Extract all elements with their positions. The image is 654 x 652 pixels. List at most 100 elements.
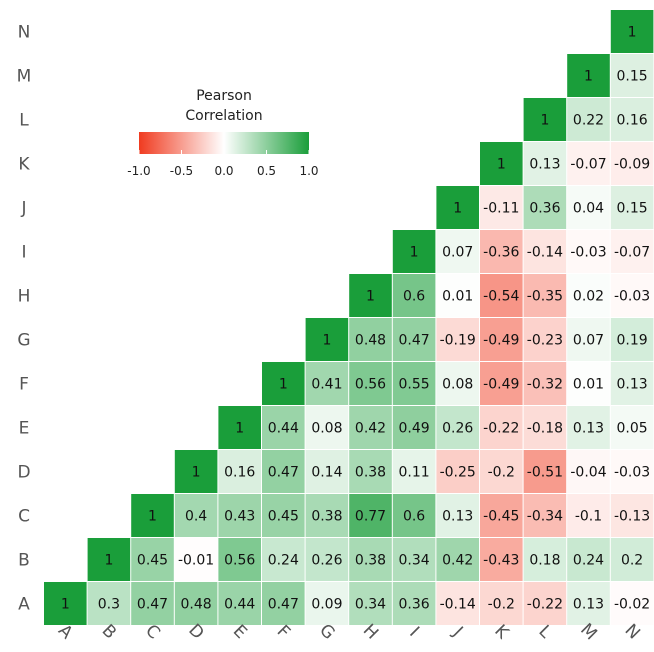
heatmap-cell-C-N <box>610 494 654 537</box>
cell-value-F-G: 0.41 <box>311 377 342 393</box>
cell-value-D-D: 1 <box>192 465 201 481</box>
y-tick-K: K <box>18 155 30 175</box>
heatmap-cell-H-I <box>392 274 436 317</box>
y-tick-F: F <box>19 375 29 395</box>
cell-value-B-M: 0.24 <box>573 553 604 569</box>
heatmap-cell-H-J <box>436 274 479 317</box>
heatmap-cell-F-H <box>349 362 392 405</box>
heatmap-cell-M-N <box>610 54 654 97</box>
heatmap-cell-E-H <box>349 406 392 449</box>
cell-value-D-E: 0.16 <box>224 465 255 481</box>
cell-value-M-N: 0.15 <box>617 69 648 85</box>
cell-value-B-C: 0.45 <box>137 553 168 569</box>
heatmap-cell-F-N <box>610 362 654 405</box>
cell-value-B-N: 0.2 <box>621 553 643 569</box>
heatmap-cell-A-E <box>218 582 261 625</box>
cell-value-E-N: 0.05 <box>617 421 648 437</box>
cell-value-K-K: 1 <box>497 157 506 173</box>
heatmap-cell-I-L <box>523 230 567 273</box>
heatmap-cell-H-N <box>610 274 654 317</box>
cell-value-E-E: 1 <box>235 421 244 437</box>
heatmap-cell-A-L <box>523 582 567 625</box>
legend-tick-label: 0.5 <box>257 164 276 178</box>
cell-value-C-F: 0.45 <box>268 509 299 525</box>
cell-value-B-K: -0.43 <box>483 553 519 569</box>
cell-value-A-B: 0.3 <box>98 597 120 613</box>
cell-value-D-F: 0.47 <box>268 465 299 481</box>
heatmap-cell-A-M <box>567 582 610 625</box>
legend-tick-label: -1.0 <box>127 164 150 178</box>
heatmap-cell-F-F <box>262 362 305 405</box>
heatmap-cell-J-K <box>480 186 523 229</box>
cell-value-C-E: 0.43 <box>224 509 255 525</box>
cell-value-K-L: 0.13 <box>529 157 560 173</box>
legend-ticks: -1.0 -0.5 0.0 0.5 1.0 <box>127 150 319 178</box>
cell-value-A-A: 1 <box>61 597 70 613</box>
heatmap-cell-C-F <box>262 494 305 537</box>
heatmap-cell-C-J <box>436 494 479 537</box>
heatmap-cell-F-K <box>480 362 523 405</box>
heatmap-cell-D-J <box>436 450 479 493</box>
heatmap-cell-E-I <box>392 406 436 449</box>
cell-value-A-E: 0.44 <box>224 597 255 613</box>
cell-value-C-I: 0.6 <box>403 509 425 525</box>
heatmap-cell-E-M <box>567 406 610 449</box>
heatmap-cell-K-N <box>610 142 654 185</box>
cell-value-E-F: 0.44 <box>268 421 299 437</box>
cell-value-D-K: -0.2 <box>488 465 515 481</box>
y-tick-A: A <box>18 595 30 615</box>
cell-value-K-N: -0.09 <box>614 157 650 173</box>
cell-value-E-G: 0.08 <box>311 421 342 437</box>
heatmap-cell-G-J <box>436 318 479 361</box>
heatmap-cell-I-K <box>480 230 523 273</box>
heatmap-cell-B-F <box>262 538 305 581</box>
cell-value-E-I: 0.49 <box>399 421 430 437</box>
cell-value-F-K: -0.49 <box>483 377 519 393</box>
heatmap-cell-B-K <box>480 538 523 581</box>
cell-value-I-N: -0.07 <box>614 245 650 261</box>
legend-tick-label: -0.5 <box>170 164 193 178</box>
heatmap-cell-B-I <box>392 538 436 581</box>
heatmap-cell-J-M <box>567 186 610 229</box>
cell-value-A-J: -0.14 <box>440 597 476 613</box>
heatmap-cell-K-K <box>480 142 523 185</box>
cell-value-C-J: 0.13 <box>442 509 473 525</box>
cell-value-E-H: 0.42 <box>355 421 386 437</box>
heatmap-cell-G-L <box>523 318 567 361</box>
heatmap-cell-A-H <box>349 582 392 625</box>
heatmap-cell-G-H <box>349 318 392 361</box>
heatmap-cell-C-C <box>131 494 174 537</box>
cell-value-D-H: 0.38 <box>355 465 386 481</box>
heatmap-cell-C-K <box>480 494 523 537</box>
heatmap-cell-D-F <box>262 450 305 493</box>
cell-value-A-N: -0.02 <box>614 597 650 613</box>
heatmap-cell-I-N <box>610 230 654 273</box>
heatmap-cell-E-G <box>305 406 349 449</box>
heatmap-cell-C-I <box>392 494 436 537</box>
heatmap-cell-J-N <box>610 186 654 229</box>
heatmap-cell-B-B <box>87 538 131 581</box>
heatmap-cell-G-M <box>567 318 610 361</box>
y-tick-B: B <box>18 551 30 571</box>
cell-value-C-C: 1 <box>148 509 157 525</box>
heatmap-cell-G-K <box>480 318 523 361</box>
cell-value-B-G: 0.26 <box>311 553 342 569</box>
cell-value-G-N: 0.19 <box>617 333 648 349</box>
cell-value-C-L: -0.34 <box>527 509 563 525</box>
cell-value-F-N: 0.13 <box>617 377 648 393</box>
heatmap-cell-A-G <box>305 582 349 625</box>
cell-value-A-I: 0.36 <box>399 597 430 613</box>
cell-value-E-K: -0.22 <box>483 421 519 437</box>
heatmap-cell-C-D <box>174 494 218 537</box>
cell-value-B-E: 0.56 <box>224 553 255 569</box>
heatmap-cell-B-C <box>131 538 174 581</box>
heatmap-cell-D-D <box>174 450 218 493</box>
y-tick-I: I <box>21 243 26 263</box>
legend-title-line-2: Correlation <box>185 108 262 124</box>
heatmap-cell-I-I <box>392 230 436 273</box>
cell-value-C-H: 0.77 <box>355 509 386 525</box>
legend-color-bar <box>139 132 309 154</box>
cell-value-G-J: -0.19 <box>440 333 476 349</box>
cell-value-C-N: -0.13 <box>614 509 650 525</box>
